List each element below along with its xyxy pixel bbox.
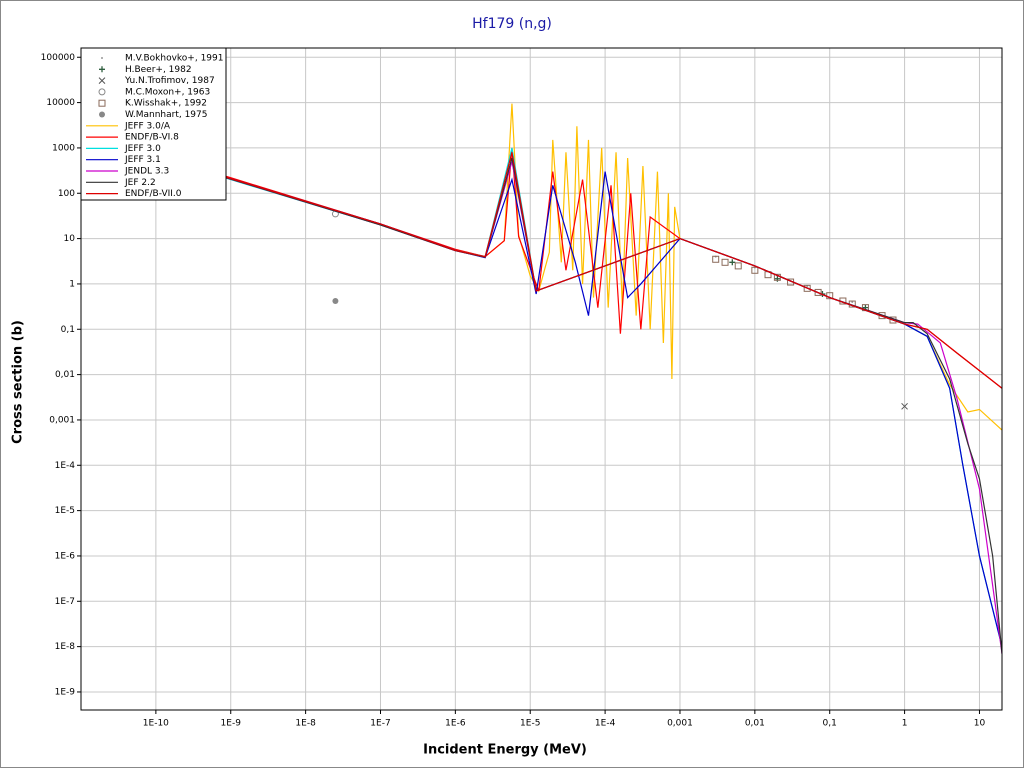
y-tick-label: 0,01 xyxy=(55,370,75,380)
y-tick-label: 1E-7 xyxy=(55,597,75,607)
legend-label: ENDF/B-VII.0 xyxy=(125,189,182,199)
y-tick-label: 1E-6 xyxy=(55,551,76,561)
x-tick-label: 1E-5 xyxy=(520,719,540,729)
data-point xyxy=(98,88,106,96)
x-tick-label: 0,001 xyxy=(667,719,693,729)
y-axis-label: Cross section (b) xyxy=(11,320,26,444)
plot-area xyxy=(81,48,1002,710)
legend-label: W.Mannhart, 1975 xyxy=(125,110,208,120)
x-tick-label: 1E-6 xyxy=(445,719,466,729)
data-point xyxy=(734,262,742,270)
x-tick-label: 1E-7 xyxy=(370,719,390,729)
chart-title: Hf179 (n,g) xyxy=(472,16,552,32)
legend-label: JEF 2.2 xyxy=(124,178,156,188)
data-point xyxy=(98,77,106,84)
y-tick-label: 1E-4 xyxy=(55,461,76,471)
legend-label: Yu.N.Trofimov, 1987 xyxy=(124,76,215,86)
x-tick-label: 1E-10 xyxy=(143,719,169,729)
data-point xyxy=(803,284,811,292)
data-point xyxy=(101,57,103,59)
data-point xyxy=(99,66,105,73)
x-tick-label: 1 xyxy=(902,719,908,729)
plot-border xyxy=(80,47,1003,711)
y-tick-label: 100 xyxy=(58,189,75,199)
data-point xyxy=(751,266,759,274)
data-point xyxy=(712,255,720,263)
x-axis-label: Incident Energy (MeV) xyxy=(423,743,587,758)
legend-label: M.C.Moxon+, 1963 xyxy=(125,87,210,97)
x-tick-label: 1E-9 xyxy=(221,719,242,729)
legend-label: ENDF/B-VI.8 xyxy=(125,133,179,143)
y-tick-label: 0,1 xyxy=(61,325,75,335)
data-point xyxy=(901,402,908,410)
legend-label: H.Beer+, 1982 xyxy=(125,65,192,75)
y-tick-label: 1E-5 xyxy=(55,506,75,516)
legend-label: M.V.Bokhovko+, 1991 xyxy=(125,54,223,64)
y-tick-label: 0,001 xyxy=(49,415,75,425)
data-point xyxy=(332,298,339,305)
y-tick-label: 100000 xyxy=(41,53,76,63)
data-point xyxy=(99,111,105,118)
y-tick-label: 1E-8 xyxy=(55,642,76,652)
legend-box xyxy=(80,47,227,201)
y-tick-label: 10000 xyxy=(46,98,75,108)
data-point xyxy=(729,259,736,266)
x-tick-label: 0,01 xyxy=(745,719,765,729)
legend-label: JEFF 3.0 xyxy=(124,144,161,154)
x-tick-label: 0,1 xyxy=(823,719,837,729)
legend-label: JENDL 3.3 xyxy=(124,167,169,177)
x-tick-label: 1E-4 xyxy=(595,719,616,729)
legend-label: K.Wisshak+, 1992 xyxy=(125,99,207,109)
data-point xyxy=(814,288,822,296)
y-tick-label: 10 xyxy=(64,234,76,244)
y-tick-label: 1E-9 xyxy=(55,687,76,697)
data-point xyxy=(98,99,106,107)
legend-label: JEFF 3.1 xyxy=(124,155,161,165)
y-tick-label: 1000 xyxy=(52,143,75,153)
data-point xyxy=(721,258,729,266)
x-tick-label: 1E-8 xyxy=(295,719,316,729)
series-line xyxy=(81,132,1002,389)
x-tick-label: 10 xyxy=(974,719,986,729)
y-tick-label: 1 xyxy=(69,279,75,289)
legend-label: JEFF 3.0/A xyxy=(124,121,171,131)
